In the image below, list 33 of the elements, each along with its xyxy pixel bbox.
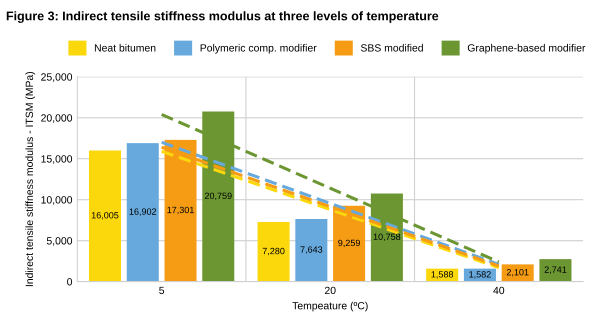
legend-label: SBS modified [360,44,423,52]
bar [258,222,290,282]
chart-title: Figure 3: Indirect tensile stiffness modulus at three levels of temperature [6,11,438,23]
x-axis-title: Tempeature (ºC) [292,302,368,312]
bar [295,218,328,282]
y-tick-label: 10,000 [41,196,72,205]
bar [539,259,572,282]
legend-label: Graphene-based modifier [468,44,586,54]
y-tick-label: 25,000 [41,73,72,82]
x-tick-label: 40 [493,286,504,294]
data-label: 7,643 [300,246,322,254]
y-tick-label: 5,000 [46,237,72,246]
y-axis-title: Indirect tensile stiffness modulus - ITSM (MPa) [25,72,36,286]
data-label: 20,759 [204,192,232,200]
bar [88,150,122,282]
legend-label: Polymeric comp. modifier [200,44,317,54]
legend-label: Neat bitumen [94,44,156,52]
data-label: 1,588 [432,271,454,279]
data-label: 2,101 [506,269,529,276]
data-label: 16,902 [130,208,156,216]
data-label: 2,741 [544,266,566,274]
data-label: 10,758 [374,234,400,242]
y-tick-label: 0 [67,278,72,286]
y-tick-label: 15,000 [41,155,72,164]
x-tick-label: 5 [159,286,164,294]
data-label: 9,259 [338,240,360,248]
x-tick-label: 20 [324,286,336,294]
bar [126,143,159,282]
data-label: 1,582 [469,271,491,279]
data-label: 16,005 [92,212,118,220]
y-tick-label: 20,000 [41,114,72,123]
data-label: 7,280 [262,248,285,256]
data-label: 17,301 [167,206,194,214]
